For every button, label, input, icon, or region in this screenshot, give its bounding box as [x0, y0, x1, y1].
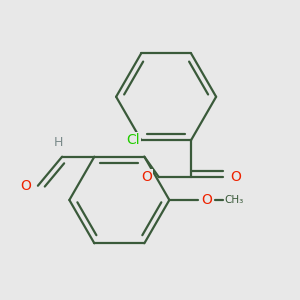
Text: CH₃: CH₃ [224, 195, 243, 205]
Text: O: O [201, 193, 212, 207]
Text: Cl: Cl [126, 133, 140, 147]
Text: H: H [54, 136, 64, 149]
Text: O: O [230, 170, 241, 184]
Text: O: O [141, 170, 152, 184]
Text: O: O [20, 179, 31, 193]
